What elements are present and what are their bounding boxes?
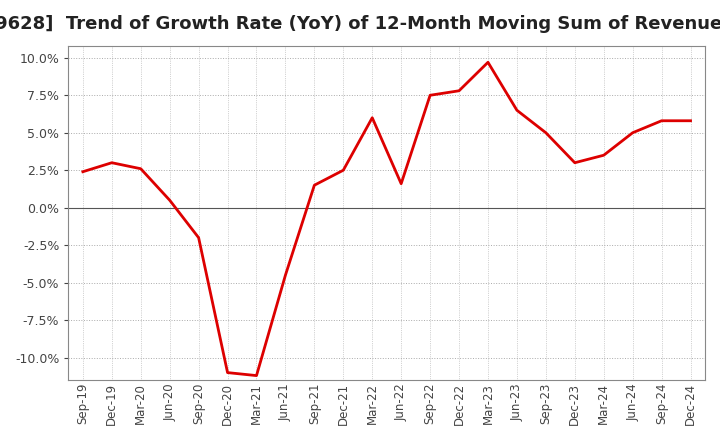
Text: [9628]  Trend of Growth Rate (YoY) of 12-Month Moving Sum of Revenues: [9628] Trend of Growth Rate (YoY) of 12-… <box>0 15 720 33</box>
